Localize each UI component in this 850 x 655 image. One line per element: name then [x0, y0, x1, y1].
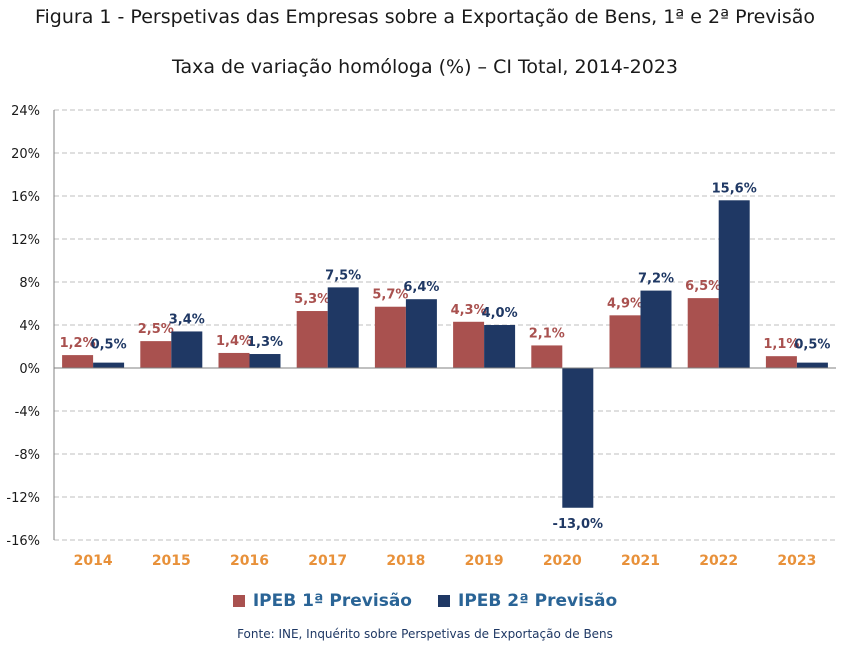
legend: IPEB 1ª Previsão IPEB 2ª Previsão	[0, 591, 850, 611]
bar-series-2	[249, 354, 281, 368]
legend-swatch-series-2	[438, 595, 450, 607]
bar-chart: 24% 20% 16% 12% 8% 4% 0% -4% -8% -12% -16% 2014 1,2%…	[6, 104, 836, 569]
x-tick-label: 2021	[621, 553, 660, 569]
data-label-series-1: 1,1%	[763, 337, 799, 352]
bar-series-1	[453, 321, 485, 368]
y-tick-label: 16%	[11, 190, 40, 205]
data-label-series-1: 5,3%	[294, 292, 330, 307]
data-label-series-1: 4,3%	[451, 303, 487, 318]
source-note: Fonte: INE, Inquérito sobre Perspetivas …	[237, 627, 613, 641]
bar-series-2	[718, 200, 750, 368]
bar-series-2	[640, 290, 672, 368]
y-tick-label: 20%	[11, 147, 40, 162]
bar-series-2	[484, 325, 516, 368]
legend-label-series-2: IPEB 2ª Previsão	[458, 591, 618, 611]
data-label-series-2: 1,3%	[247, 335, 283, 350]
y-tick-label: 0%	[19, 362, 40, 377]
data-label-series-1: 2,5%	[138, 322, 174, 337]
data-label-series-1: 1,4%	[216, 334, 252, 349]
x-tick-label: 2022	[699, 553, 738, 569]
x-tick-label: 2016	[230, 553, 269, 569]
data-label-series-2: 4,0%	[482, 306, 518, 321]
data-label-series-1: 1,2%	[60, 336, 96, 351]
x-tick-label: 2017	[308, 553, 347, 569]
x-tick-label: 2014	[74, 553, 113, 569]
y-tick-label: -8%	[15, 448, 40, 463]
bar-series-1	[140, 341, 172, 368]
chart-subtitle: Taxa de variação homóloga (%) – CI Total…	[171, 56, 679, 78]
bar-series-1	[765, 356, 797, 368]
bar-series-2	[171, 331, 203, 368]
bar-series-1	[687, 298, 719, 368]
bar-series-1	[62, 355, 94, 368]
y-tick-label: -12%	[6, 491, 40, 506]
data-label-series-1: 4,9%	[607, 296, 643, 311]
data-label-series-2: 6,4%	[403, 280, 439, 295]
bar-series-2	[327, 287, 359, 368]
y-tick-label: 24%	[11, 104, 40, 119]
data-label-series-2: -13,0%	[553, 517, 604, 532]
chart-title: Figura 1 - Perspetivas das Empresas sobr…	[34, 6, 815, 28]
x-tick-label: 2023	[777, 553, 816, 569]
y-tick-label: -4%	[15, 405, 40, 420]
bar-series-2	[93, 362, 125, 368]
bar-series-1	[296, 311, 328, 368]
bar-series-1	[374, 306, 406, 368]
bar-series-1	[609, 315, 641, 368]
legend-label-series-1: IPEB 1ª Previsão	[252, 591, 412, 611]
bar-series-2	[562, 368, 594, 508]
x-tick-label: 2019	[465, 553, 504, 569]
data-label-series-1: 2,1%	[529, 326, 565, 341]
data-label-series-1: 5,7%	[372, 288, 408, 303]
legend-item-series-1: IPEB 1ª Previsão	[232, 591, 412, 611]
data-label-series-2: 0,5%	[794, 338, 830, 353]
y-tick-label: 4%	[19, 319, 40, 334]
x-tick-label: 2015	[152, 553, 191, 569]
bar-series-1	[531, 345, 563, 368]
data-label-series-1: 6,5%	[685, 279, 721, 294]
legend-swatch-series-1	[232, 595, 245, 607]
data-label-series-2: 7,5%	[325, 268, 361, 283]
data-label-series-2: 7,2%	[638, 272, 674, 287]
data-label-series-2: 3,4%	[169, 312, 205, 327]
x-tick-label: 2018	[386, 553, 425, 569]
legend-item-series-2: IPEB 2ª Previsão	[438, 591, 617, 611]
bar-series-2	[796, 362, 828, 368]
bar-series-2	[405, 299, 437, 368]
y-tick-label: 12%	[11, 233, 40, 248]
data-label-series-2: 0,5%	[91, 338, 127, 353]
x-tick-label: 2020	[543, 553, 582, 569]
y-tick-label: 8%	[19, 276, 40, 291]
data-label-series-2: 15,6%	[712, 181, 757, 196]
bar-series-1	[218, 352, 250, 368]
y-tick-label: -16%	[6, 534, 40, 549]
